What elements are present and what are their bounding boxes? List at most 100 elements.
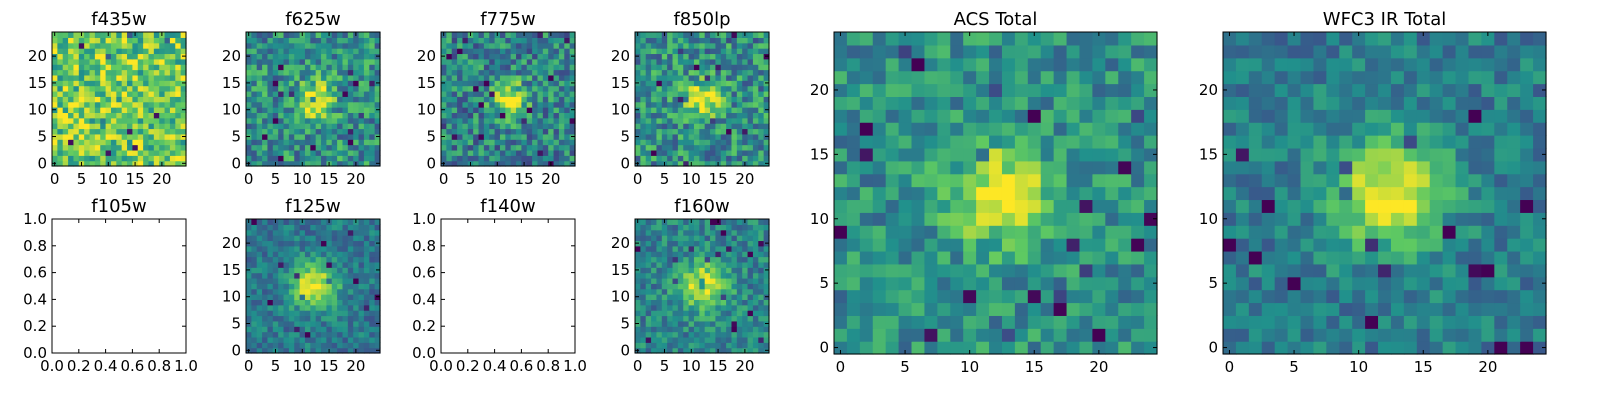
heatmap-cell — [688, 224, 695, 231]
heatmap-cell — [175, 101, 182, 108]
heatmap-cell — [976, 57, 990, 72]
heatmap-cell — [726, 101, 733, 108]
heatmap-cell — [175, 80, 182, 87]
heatmap-cell — [859, 276, 874, 291]
heatmap-cell — [283, 229, 290, 236]
y-tick-label: 0.4 — [23, 290, 47, 308]
heatmap-cell — [353, 304, 360, 311]
heatmap-cell — [347, 267, 354, 274]
heatmap-cell — [651, 117, 658, 124]
heatmap-cell — [175, 58, 182, 65]
heatmap-cell — [758, 224, 765, 231]
heatmap-cell — [153, 107, 160, 113]
heatmap-cell — [441, 48, 447, 55]
x-tick-label: 20 — [735, 357, 754, 375]
heatmap-cell — [267, 310, 274, 317]
heatmap-cell — [1001, 186, 1016, 201]
heatmap-cell — [272, 139, 279, 146]
heatmap-cell — [256, 310, 263, 317]
heatmap-cell — [872, 250, 887, 265]
heatmap-cell — [661, 139, 668, 146]
heatmap-cell — [483, 42, 490, 49]
heatmap-cell — [105, 155, 112, 162]
heatmap-cell — [569, 128, 576, 135]
heatmap-cell — [542, 42, 549, 49]
heatmap-cell — [262, 229, 269, 236]
heatmap-cell — [677, 315, 684, 322]
heatmap-cell — [736, 331, 743, 338]
y-tick-label: 5 — [819, 274, 829, 292]
y-tick-label: 5 — [426, 128, 436, 146]
heatmap-cell — [310, 64, 317, 71]
heatmap-cell — [1520, 276, 1534, 291]
heatmap-cell — [451, 80, 458, 87]
heatmap-cell — [1066, 109, 1081, 123]
heatmap-cell — [1235, 212, 1250, 226]
heatmap-cell — [693, 342, 700, 349]
heatmap-cell — [337, 90, 344, 97]
heatmap-cell — [1520, 212, 1534, 226]
heatmap-cell — [478, 58, 485, 65]
heatmap-cell — [1144, 238, 1158, 252]
heatmap-cell — [752, 272, 759, 279]
heatmap-cell — [1339, 289, 1353, 304]
heatmap-cell — [726, 347, 733, 354]
heatmap-cell — [558, 155, 565, 162]
heatmap-cell — [688, 149, 695, 156]
heatmap-cell — [369, 117, 376, 124]
heatmap-cell — [110, 155, 117, 162]
heatmap-cell — [164, 107, 171, 113]
heatmap-cell — [976, 135, 990, 149]
heatmap-cell — [180, 112, 187, 119]
heatmap-cell — [478, 90, 485, 97]
heatmap-cell — [1468, 328, 1482, 342]
heatmap-cell — [473, 85, 480, 92]
heatmap-cell — [304, 160, 311, 167]
heatmap-cell — [315, 256, 322, 263]
heatmap-cell — [304, 58, 311, 65]
heatmap-cell — [542, 112, 549, 119]
heatmap-cell — [251, 224, 258, 231]
heatmap-cell — [699, 229, 706, 236]
heatmap-cell — [1079, 186, 1093, 201]
heatmap-cell — [331, 235, 338, 242]
heatmap-cell — [315, 101, 322, 108]
heatmap-cell — [358, 53, 365, 60]
heatmap-cell — [651, 347, 658, 354]
heatmap-cell — [321, 288, 327, 295]
heatmap-cell — [1223, 225, 1237, 239]
heatmap-cell — [100, 128, 107, 135]
heatmap-cell — [321, 90, 327, 97]
heatmap-cell — [278, 160, 285, 167]
heatmap-cell — [693, 74, 700, 81]
heatmap-cell — [262, 336, 269, 343]
heatmap-cell — [710, 261, 716, 268]
heatmap-cell — [337, 128, 344, 135]
heatmap-cell — [299, 288, 306, 295]
heatmap-cell — [720, 155, 727, 162]
heatmap-cell — [467, 90, 474, 97]
heatmap-cell — [834, 212, 848, 226]
heatmap-cell — [110, 53, 117, 60]
heatmap-cell — [267, 304, 274, 311]
heatmap-cell — [742, 128, 749, 135]
heatmap-cell — [283, 69, 290, 76]
heatmap-cell — [256, 272, 263, 279]
heatmap-cell — [989, 147, 1003, 162]
heatmap-cell — [1261, 302, 1276, 316]
heatmap-cell — [256, 107, 263, 113]
heatmap-cell — [299, 69, 306, 76]
heatmap-cell — [763, 37, 770, 44]
heatmap-cell — [558, 123, 565, 130]
heatmap-cell — [1507, 276, 1521, 291]
heatmap-cell — [521, 85, 528, 92]
heatmap-cell — [278, 42, 285, 49]
heatmap-cell — [645, 283, 652, 290]
heatmap-cell — [846, 83, 861, 97]
heatmap-cell — [640, 149, 647, 156]
heatmap-cell — [1079, 44, 1093, 59]
heatmap-cell — [537, 112, 544, 119]
heatmap-cell — [363, 310, 370, 317]
